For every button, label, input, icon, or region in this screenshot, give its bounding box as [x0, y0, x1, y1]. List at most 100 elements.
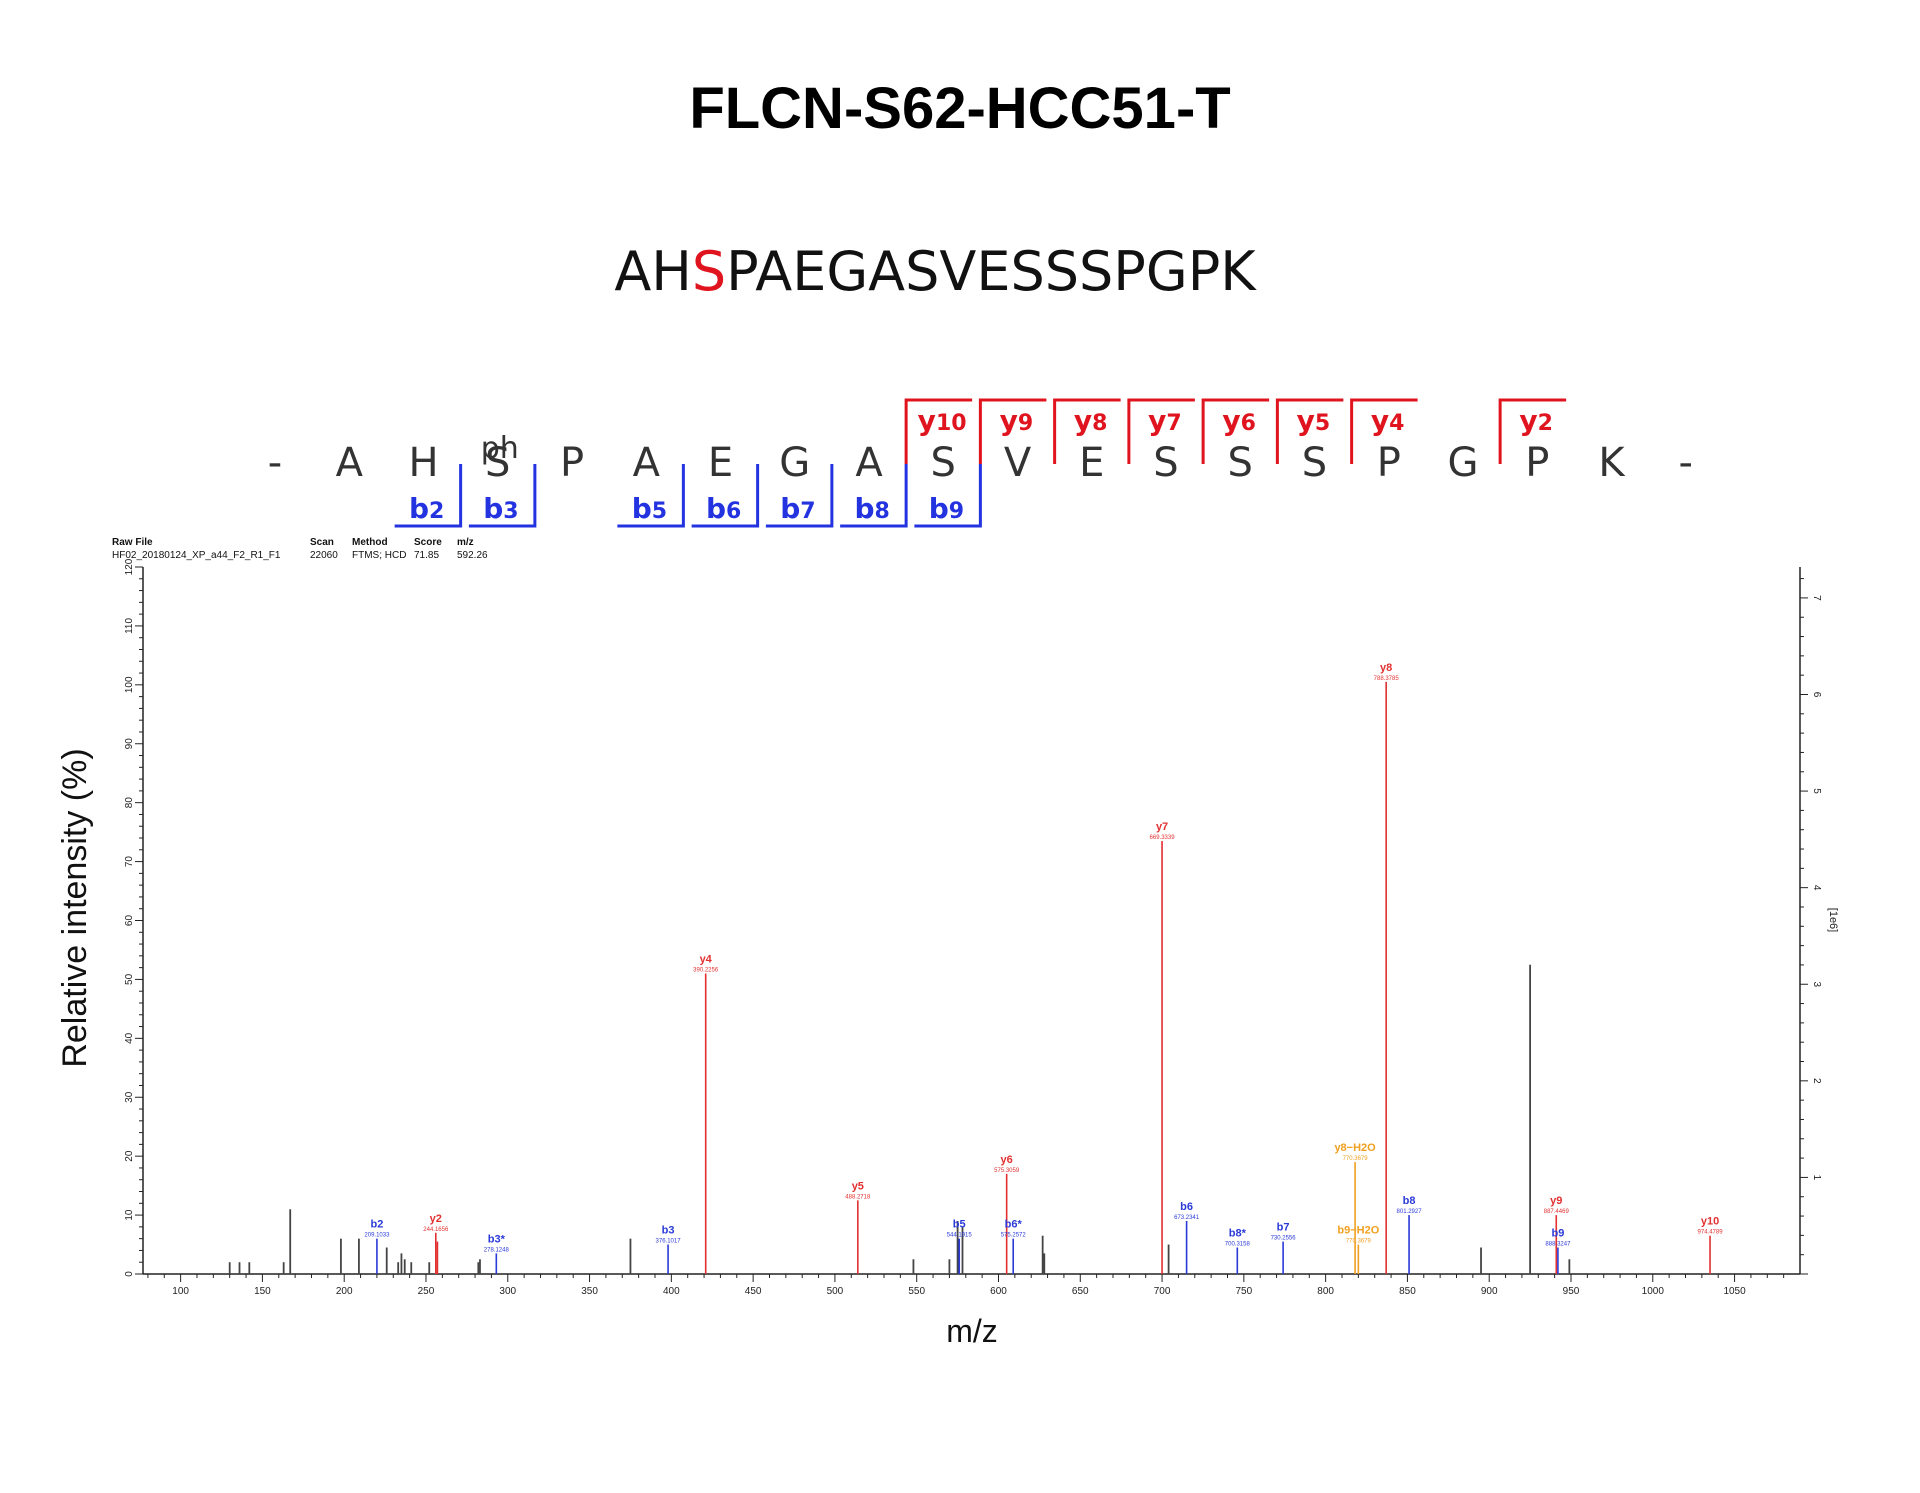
x-tick-label: 650 — [1072, 1286, 1089, 1297]
peak-mz-label: 488.2718 — [845, 1194, 871, 1200]
residue: - — [268, 440, 282, 486]
y2-tick-label: 4 — [1811, 885, 1822, 891]
residue: - — [1679, 440, 1693, 486]
peak-mz-label: 376.1017 — [656, 1239, 682, 1245]
y-ion-label: y5 — [1297, 404, 1331, 437]
peak-mz-label: 770.3679 — [1343, 1156, 1369, 1162]
header-value: 592.26 — [457, 550, 488, 561]
y-tick-label: 30 — [124, 1091, 135, 1103]
residue: S — [485, 440, 510, 486]
y-ion-label: y10 — [918, 404, 967, 437]
x-tick-label: 750 — [1236, 1286, 1253, 1297]
phospho-mod-label: ph — [481, 431, 519, 466]
peak-ion-label: b8 — [1403, 1195, 1416, 1207]
peak-ion-label: b8* — [1229, 1227, 1247, 1239]
y2-tick-label: 3 — [1811, 981, 1822, 987]
peak-ion-label: b5 — [953, 1219, 966, 1231]
residue: G — [779, 440, 810, 486]
y-tick-label: 40 — [124, 1032, 135, 1044]
header-value: 71.85 — [414, 550, 439, 561]
header-value: FTMS; HCD — [352, 550, 406, 561]
peak-ion-label: y8−H2O — [1334, 1142, 1376, 1154]
spectrum-chart: 100 150 200 250 300 350 400 450 500 550 600 650 700 7… — [56, 558, 1839, 1349]
peak-mz-label: 209.1033 — [364, 1233, 390, 1239]
y2-tick-label: 7 — [1811, 595, 1822, 601]
residue: S — [1153, 440, 1178, 486]
y-ion-bracket: y4 — [1350, 398, 1418, 464]
residue: E — [1079, 440, 1104, 486]
residue: K — [1598, 440, 1626, 486]
header-column: m/z — [457, 537, 474, 548]
x-axis-label: m/z — [946, 1313, 998, 1349]
y-tick-label: 60 — [124, 915, 135, 927]
peak-mz-label: 770.3679 — [1346, 1239, 1372, 1245]
header-value: 22060 — [310, 550, 338, 561]
peak-ion-label: y2 — [430, 1213, 442, 1225]
y-ion-label: y7 — [1148, 404, 1182, 437]
residue: A — [855, 440, 883, 486]
residue: P — [1377, 440, 1401, 486]
peak-ion-label: b3* — [488, 1233, 506, 1245]
y2-tick-label: 1 — [1811, 1175, 1822, 1181]
b-ion-label: b7 — [780, 492, 815, 525]
residue: P — [1525, 440, 1549, 486]
x-tick-label: 800 — [1317, 1286, 1334, 1297]
x-tick-label: 950 — [1563, 1286, 1580, 1297]
x-tick-label: 700 — [1154, 1286, 1171, 1297]
residue: E — [708, 440, 733, 486]
y-ion-label: y8 — [1074, 404, 1108, 437]
y-ion-label: y9 — [1000, 404, 1034, 437]
y-tick-label: 50 — [124, 973, 135, 985]
y-ion-label: y6 — [1222, 404, 1256, 437]
y-tick-label: 20 — [124, 1150, 135, 1162]
peak-mz-label: 730.2556 — [1271, 1236, 1297, 1242]
y2-axis-label: [1e6] — [1827, 908, 1839, 932]
peptide-sequence: AHSPAEGASVESSSPGPK — [614, 240, 1257, 303]
b-ion-label: b2 — [409, 492, 444, 525]
header-column: Raw File — [112, 537, 153, 548]
residue: S — [1302, 440, 1327, 486]
y-tick-label: 110 — [124, 618, 135, 634]
peak-ion-label: b6 — [1180, 1201, 1193, 1213]
y-ion-bracket: y10 — [904, 398, 973, 464]
y-axis-label: Relative intensity (%) — [56, 748, 94, 1067]
peak-ion-label: y10 — [1701, 1216, 1719, 1228]
residue: S — [1228, 440, 1253, 486]
peak-ion-label: y7 — [1156, 821, 1168, 833]
y-tick-label: 70 — [124, 856, 135, 868]
b-ion-bracket: b9 — [914, 464, 982, 528]
peptide-seq-before: AH — [614, 240, 692, 303]
x-tick-label: 300 — [499, 1286, 516, 1297]
y2-tick-label: 2 — [1811, 1078, 1822, 1084]
b-ion-bracket: b6 — [691, 464, 760, 528]
x-tick-label: 200 — [336, 1286, 353, 1297]
x-tick-label: 100 — [172, 1286, 189, 1297]
y-ion-bracket: y6 — [1201, 398, 1270, 464]
peak-mz-label: 673.2341 — [1174, 1215, 1200, 1221]
peak-mz-label: 544.1915 — [947, 1233, 973, 1239]
figure-title: FLCN-S62-HCC51-T — [689, 76, 1230, 141]
y-tick-label: 0 — [124, 1271, 135, 1277]
header-column: Score — [414, 537, 442, 548]
peak-ion-label: y9 — [1550, 1195, 1562, 1207]
x-tick-label: 850 — [1399, 1286, 1416, 1297]
x-tick-label: 450 — [745, 1286, 762, 1297]
header-value: HF02_20180124_XP_a44_F2_R1_F1 — [112, 550, 281, 561]
y-ion-bracket: y8 — [1053, 398, 1121, 464]
peak-ion-label: y5 — [852, 1180, 864, 1192]
peak-mz-label: 278.1248 — [484, 1247, 510, 1253]
peak-mz-label: 669.3339 — [1150, 835, 1176, 841]
peak-mz-label: 974.4789 — [1698, 1230, 1724, 1236]
peak-ion-label: b3 — [662, 1225, 675, 1237]
peak-ion-label: b9 — [1551, 1227, 1564, 1239]
y-ion-bracket: y5 — [1275, 398, 1344, 464]
peak-ion-label: b9−H2O — [1337, 1225, 1379, 1237]
y-tick-label: 10 — [124, 1209, 135, 1221]
b-ion-label: b5 — [632, 492, 667, 525]
residue: G — [1448, 440, 1479, 486]
b-ion-label: b8 — [854, 492, 889, 525]
peak-ion-label: b7 — [1277, 1222, 1290, 1234]
peptide-seq-after: PAEGASVESSSPGPK — [726, 240, 1257, 303]
